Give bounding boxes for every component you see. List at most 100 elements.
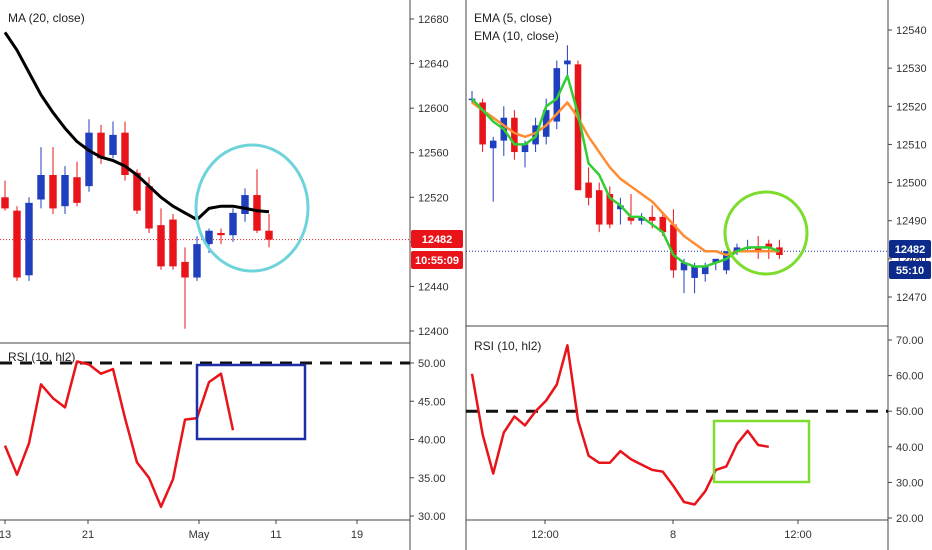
candle-body [217, 232, 225, 236]
price-tick-label: 12680 [418, 14, 449, 26]
candle-body [627, 216, 635, 221]
time-tick-label: 12:00 [531, 529, 559, 541]
left-candles [1, 119, 273, 329]
price-tick-label: 12560 [418, 148, 449, 160]
rsi-tick-label: 40.00 [418, 435, 446, 447]
left-highlight-circle [194, 143, 310, 273]
rsi-tick-label: 20.00 [896, 513, 924, 525]
candle-body [97, 132, 105, 159]
ema10-line [471, 101, 780, 257]
left-time-axis: 13 21 May 11 19 [0, 520, 363, 541]
time-tick-label: 8 [670, 529, 676, 541]
candle-body [25, 202, 33, 276]
candle-body [606, 194, 614, 225]
right-rsi-legend[interactable]: RSI (10, hl2) [474, 339, 541, 353]
candle-body [121, 132, 129, 175]
price-tick-label: 12530 [896, 63, 927, 75]
candle-body [265, 230, 273, 240]
left-rsi: 30.00 35.00 40.00 45.00 50.00 [0, 358, 446, 523]
ema5-line [471, 74, 780, 268]
left-ma-legend[interactable]: MA (20, close) [8, 11, 85, 25]
candle-body [241, 195, 249, 214]
price-tick-label: 12640 [418, 59, 449, 71]
candle-body [553, 68, 561, 122]
time-tick-label: 12:00 [784, 529, 812, 541]
left-price-badge-bg [411, 230, 463, 248]
price-tick-label: 12400 [418, 326, 449, 338]
ma20-line [3, 31, 270, 222]
candle-body [670, 224, 677, 271]
right-time-axis: 12:00 8 12:00 [531, 520, 812, 541]
left-price-badge: 12482 [422, 234, 453, 246]
left-ma-line [3, 31, 270, 222]
candle-body [617, 205, 624, 210]
candle-body [723, 251, 730, 271]
rsi-tick-label: 30.00 [896, 477, 924, 489]
candle-body [49, 175, 57, 209]
time-tick-label: 21 [82, 529, 94, 541]
rsi-line [3, 360, 235, 509]
right-price-badge: 12482 [895, 244, 926, 256]
candle-body [511, 117, 518, 153]
time-tick-label: 13 [0, 529, 11, 541]
candle-body [157, 225, 165, 267]
rsi-tick-label: 70.00 [896, 335, 924, 347]
price-tick-label: 12540 [896, 25, 927, 37]
rsi-tick-label: 60.00 [896, 371, 924, 383]
candle-body [733, 247, 741, 252]
candle-body [205, 230, 213, 245]
left-time-badge-bg [411, 251, 463, 269]
price-tick-label: 12440 [418, 281, 449, 293]
candle-body [564, 60, 571, 65]
left-time-badge: 10:55:09 [415, 255, 459, 267]
candle-body [109, 134, 117, 155]
right-ema-lines [471, 74, 780, 268]
candle-body [479, 102, 486, 145]
candle-body [765, 243, 773, 248]
candle-body [701, 266, 709, 275]
candle-body [521, 144, 529, 153]
candle-body [489, 140, 497, 149]
candle-body [712, 258, 720, 263]
price-tick-label: 12520 [418, 192, 449, 204]
rsi-tick-label: 50.00 [896, 406, 924, 418]
candle-body [585, 182, 592, 198]
candle-body [13, 210, 21, 278]
price-tick-label: 12520 [896, 101, 927, 113]
candle-body [85, 132, 93, 187]
candle-body [253, 195, 261, 231]
rsi-tick-label: 40.00 [896, 442, 924, 454]
candle-body [169, 219, 177, 267]
left-rsi-legend[interactable]: RSI (10, hl2) [8, 350, 75, 364]
rsi-tick-label: 35.00 [418, 473, 446, 485]
candle-body [1, 197, 9, 209]
candle-body [61, 175, 69, 207]
right-ema10-legend[interactable]: EMA (10, close) [474, 29, 559, 43]
candle-body [229, 212, 237, 236]
right-time-badge: 55:10 [896, 265, 924, 277]
price-tick-label: 12490 [896, 216, 927, 228]
candle-body [73, 177, 81, 203]
right-candles [468, 45, 783, 294]
rsi-tick-label: 45.00 [418, 396, 446, 408]
right-highlight-circle [723, 190, 809, 276]
right-rsi: 20.00 30.00 40.00 50.00 60.00 70.00 [466, 335, 924, 525]
right-price-badge-bg [889, 240, 931, 258]
candle-body [680, 262, 688, 271]
candle-body [133, 172, 141, 211]
right-ema5-legend[interactable]: EMA (5, close) [474, 11, 552, 25]
rsi-tick-label: 50.00 [418, 358, 446, 370]
price-tick-label: 12510 [896, 139, 927, 151]
candle-body [37, 175, 45, 200]
candle-body [659, 216, 667, 233]
candle-body [574, 64, 582, 191]
time-tick-label: 11 [270, 529, 281, 541]
right-time-badge-bg [889, 261, 931, 279]
right-rsi-highlight-box [712, 419, 811, 484]
candle-body [754, 247, 762, 252]
candle-body [145, 186, 153, 229]
time-tick-label: 19 [351, 529, 363, 541]
price-tick-label: 12500 [896, 178, 927, 190]
